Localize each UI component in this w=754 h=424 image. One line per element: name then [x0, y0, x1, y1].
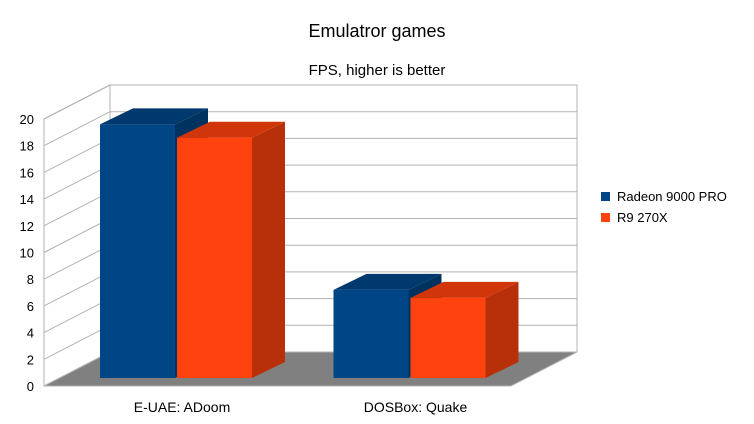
legend-swatch — [601, 213, 610, 222]
gridline-side — [43, 84, 111, 120]
gridline-side — [43, 271, 111, 307]
y-tick-label: 20 — [20, 112, 34, 127]
y-tick-label: 6 — [27, 299, 34, 314]
legend-swatch — [601, 192, 610, 201]
y-tick-label: 12 — [20, 219, 34, 234]
gridline-side — [43, 191, 111, 227]
legend: Radeon 9000 PRO R9 270X — [601, 189, 727, 225]
gridline-side — [43, 244, 111, 280]
gridline-side — [43, 137, 111, 173]
x-axis-labels: E-UAE: ADoom DOSBox: Quake — [134, 399, 468, 415]
y-tick-label: 10 — [20, 246, 34, 261]
gridline-side — [43, 218, 111, 253]
x-tick-label: DOSBox: Quake — [364, 399, 468, 415]
gridline-side — [43, 298, 111, 334]
gridline-side — [43, 164, 111, 200]
gridline-side — [43, 324, 111, 360]
y-tick-label: 14 — [20, 192, 34, 207]
bar-top — [100, 108, 208, 125]
y-tick-label: 18 — [20, 139, 34, 154]
legend-label: Radeon 9000 PRO — [617, 189, 727, 204]
bar-front — [177, 137, 252, 378]
bar-0-1 — [177, 121, 285, 378]
chart-subtitle: FPS, higher is better — [309, 62, 446, 79]
bar-top — [410, 281, 519, 298]
y-tick-label: 8 — [27, 272, 34, 287]
y-tick-label: 2 — [27, 352, 34, 367]
bar-top — [333, 273, 442, 290]
y-tick-label: 0 — [27, 379, 34, 394]
x-tick-label: E-UAE: ADoom — [134, 399, 230, 415]
legend-label: R9 270X — [617, 210, 668, 225]
bar-top — [177, 121, 285, 138]
y-axis-ticks: 0 2 4 6 8 10 12 14 16 18 20 — [20, 112, 34, 394]
bar-front — [333, 289, 409, 378]
bar-front — [100, 124, 175, 378]
y-tick-label: 4 — [27, 326, 34, 341]
bars — [100, 108, 519, 378]
y-tick-label: 16 — [20, 165, 34, 180]
chart-title: Emulatror games — [308, 21, 445, 41]
bar-side — [252, 121, 285, 378]
bar-side — [485, 281, 519, 378]
gridline-side — [43, 111, 111, 147]
bar-front — [410, 297, 486, 378]
bar-1-1 — [410, 281, 519, 378]
